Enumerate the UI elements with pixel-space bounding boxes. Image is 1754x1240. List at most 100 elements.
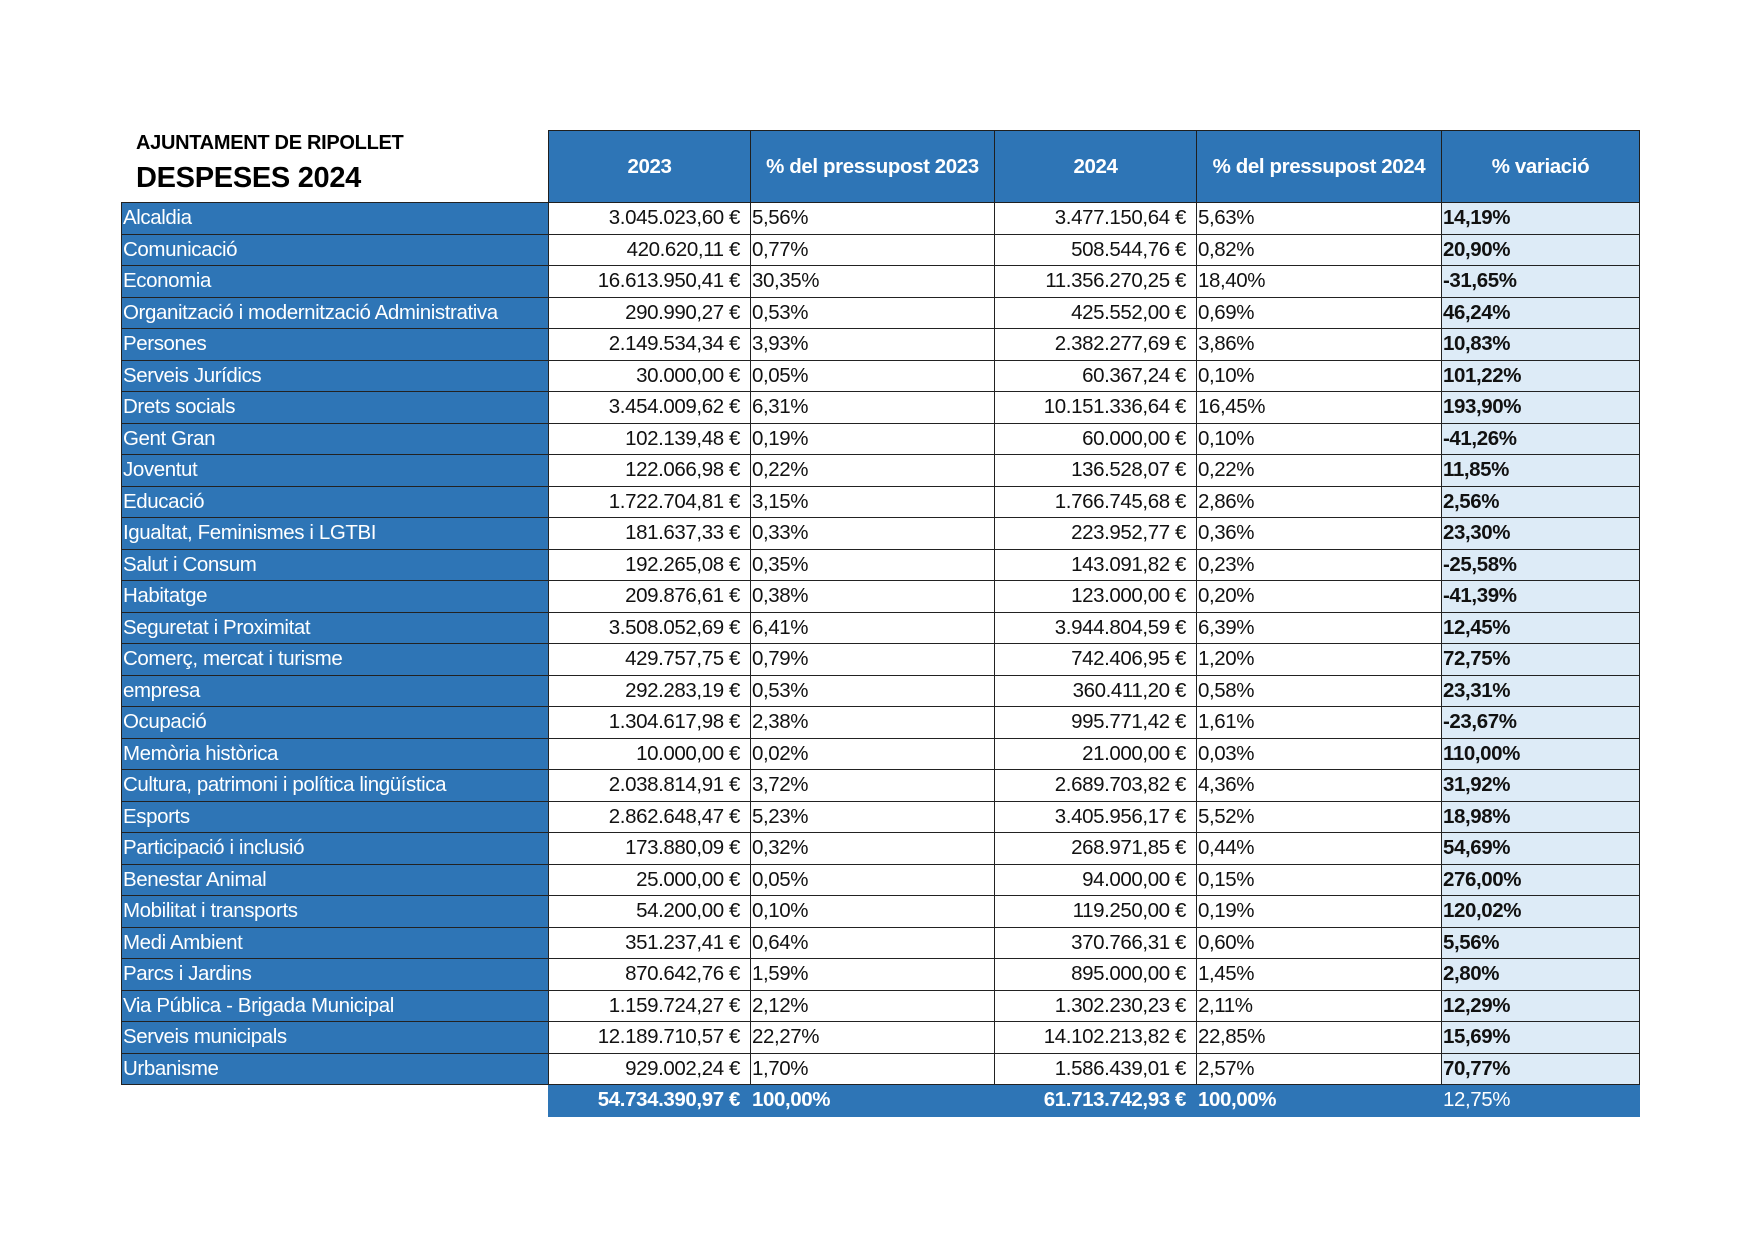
amount-2024-cell: 223.952,77 € [994, 517, 1197, 550]
total-pct-2023: 100,00% [750, 1084, 995, 1117]
pct-2024-cell: 0,44% [1196, 832, 1442, 865]
amount-2023-cell: 30.000,00 € [548, 359, 751, 392]
amount-2024-cell: 60.367,24 € [994, 359, 1197, 392]
area-name-cell: Mobilitat i transports [121, 895, 549, 928]
amount-2024-cell: 2.382.277,69 € [994, 328, 1197, 361]
variation-cell: 5,56% [1441, 926, 1640, 959]
table-row: Serveis Jurídics 30.000,00 €0,05% 60.367,2… [121, 359, 1640, 392]
amount-2023-cell: 2.149.534,34 € [548, 328, 751, 361]
table-row: Salut i Consum 192.265,08 €0,35% 143.091,8… [121, 548, 1640, 581]
pct-2024-cell: 18,40% [1196, 265, 1442, 298]
pct-2023-cell: 0,10% [750, 895, 995, 928]
amount-2024-cell: 742.406,95 € [994, 643, 1197, 676]
pct-2024-cell: 0,60% [1196, 926, 1442, 959]
amount-2023-cell: 2.038.814,91 € [548, 769, 751, 802]
amount-2024-cell: 123.000,00 € [994, 580, 1197, 613]
amount-2024-cell: 1.766.745,68 € [994, 485, 1197, 518]
variation-cell: 46,24% [1441, 296, 1640, 329]
variation-cell: 120,02% [1441, 895, 1640, 928]
area-name-cell: Organització i modernització Administrat… [121, 296, 549, 329]
area-name-cell: Seguretat i Proximitat [121, 611, 549, 644]
amount-2023-cell: 209.876,61 € [548, 580, 751, 613]
pct-2024-cell: 0,36% [1196, 517, 1442, 550]
amount-2024-cell: 3.405.956,17 € [994, 800, 1197, 833]
pct-2024-cell: 0,19% [1196, 895, 1442, 928]
area-name-cell: Alcaldia [121, 202, 549, 235]
area-name-cell: Gent Gran [121, 422, 549, 455]
variation-cell: 31,92% [1441, 769, 1640, 802]
amount-2023-cell: 1.304.617,98 € [548, 706, 751, 739]
amount-2024-cell: 3.477.150,64 € [994, 202, 1197, 235]
area-name-cell: Drets socials [121, 391, 549, 424]
variation-cell: 110,00% [1441, 737, 1640, 770]
pct-2023-cell: 2,12% [750, 989, 995, 1022]
table-row: Comerç, mercat i turisme 429.757,75 €0,79… [121, 643, 1640, 676]
area-name-cell: Educació [121, 485, 549, 518]
pct-2023-cell: 3,93% [750, 328, 995, 361]
pct-2023-cell: 1,70% [750, 1052, 995, 1085]
pct-2023-cell: 0,05% [750, 863, 995, 896]
pct-2023-cell: 22,27% [750, 1021, 995, 1054]
variation-cell: 20,90% [1441, 233, 1640, 266]
amount-2024-cell: 21.000,00 € [994, 737, 1197, 770]
pct-2023-cell: 0,79% [750, 643, 995, 676]
area-name-cell: Comerç, mercat i turisme [121, 643, 549, 676]
pct-2024-cell: 0,82% [1196, 233, 1442, 266]
amount-2024-cell: 14.102.213,82 € [994, 1021, 1197, 1054]
pct-2023-cell: 0,64% [750, 926, 995, 959]
table-row: Benestar Animal 25.000,00 €0,05% 94.000,00… [121, 863, 1640, 896]
table-row: Participació i inclusió 173.880,09 €0,32%… [121, 832, 1640, 865]
pct-2024-cell: 1,45% [1196, 958, 1442, 991]
table-row: Joventut 122.066,98 €0,22% 136.528,07 €0,2… [121, 454, 1640, 487]
pct-2024-cell: 0,20% [1196, 580, 1442, 613]
pct-2023-cell: 0,35% [750, 548, 995, 581]
table-row: Economia 16.613.950,41 €30,35% 11.356.270,… [121, 265, 1640, 298]
pct-2023-cell: 5,56% [750, 202, 995, 235]
amount-2023-cell: 351.237,41 € [548, 926, 751, 959]
pct-2023-cell: 6,41% [750, 611, 995, 644]
pct-2024-cell: 4,36% [1196, 769, 1442, 802]
table-row: Seguretat i Proximitat 3.508.052,69 €6,41… [121, 611, 1640, 644]
amount-2023-cell: 102.139,48 € [548, 422, 751, 455]
variation-cell: 2,80% [1441, 958, 1640, 991]
pct-2023-cell: 3,72% [750, 769, 995, 802]
area-name-cell: Habitatge [121, 580, 549, 613]
col-header-pct-2023: % del pressupost 2023 [750, 130, 995, 203]
variation-cell: -23,67% [1441, 706, 1640, 739]
amount-2023-cell: 181.637,33 € [548, 517, 751, 550]
amount-2023-cell: 290.990,27 € [548, 296, 751, 329]
amount-2023-cell: 173.880,09 € [548, 832, 751, 865]
amount-2023-cell: 3.508.052,69 € [548, 611, 751, 644]
amount-2023-cell: 12.189.710,57 € [548, 1021, 751, 1054]
variation-cell: 276,00% [1441, 863, 1640, 896]
amount-2024-cell: 136.528,07 € [994, 454, 1197, 487]
pct-2023-cell: 0,53% [750, 296, 995, 329]
area-name-cell: Comunicació [121, 233, 549, 266]
area-name-cell: Medi Ambient [121, 926, 549, 959]
amount-2024-cell: 508.544,76 € [994, 233, 1197, 266]
amount-2024-cell: 1.302.230,23 € [994, 989, 1197, 1022]
area-name-cell: Via Pública - Brigada Municipal [121, 989, 549, 1022]
pct-2024-cell: 1,20% [1196, 643, 1442, 676]
pct-2024-cell: 0,23% [1196, 548, 1442, 581]
table-row: Igualtat, Feminismes i LGTBI 181.637,33 €… [121, 517, 1640, 550]
amount-2024-cell: 895.000,00 € [994, 958, 1197, 991]
pct-2023-cell: 0,77% [750, 233, 995, 266]
pct-2024-cell: 0,03% [1196, 737, 1442, 770]
header-row: 2023 % del pressupost 2023 2024 % del pr… [122, 130, 1640, 203]
pct-2023-cell: 0,05% [750, 359, 995, 392]
pct-2024-cell: 0,10% [1196, 422, 1442, 455]
pct-2024-cell: 5,52% [1196, 800, 1442, 833]
table-row: Via Pública - Brigada Municipal 1.159.724… [121, 989, 1640, 1022]
variation-cell: -25,58% [1441, 548, 1640, 581]
variation-cell: -41,39% [1441, 580, 1640, 613]
area-name-cell: Persones [121, 328, 549, 361]
pct-2024-cell: 2,86% [1196, 485, 1442, 518]
variation-cell: 2,56% [1441, 485, 1640, 518]
pct-2024-cell: 2,57% [1196, 1052, 1442, 1085]
table-row: Serveis municipals 12.189.710,57 €22,27% 1… [121, 1021, 1640, 1054]
amount-2024-cell: 2.689.703,82 € [994, 769, 1197, 802]
amount-2024-cell: 268.971,85 € [994, 832, 1197, 865]
pct-2023-cell: 1,59% [750, 958, 995, 991]
pct-2024-cell: 5,63% [1196, 202, 1442, 235]
